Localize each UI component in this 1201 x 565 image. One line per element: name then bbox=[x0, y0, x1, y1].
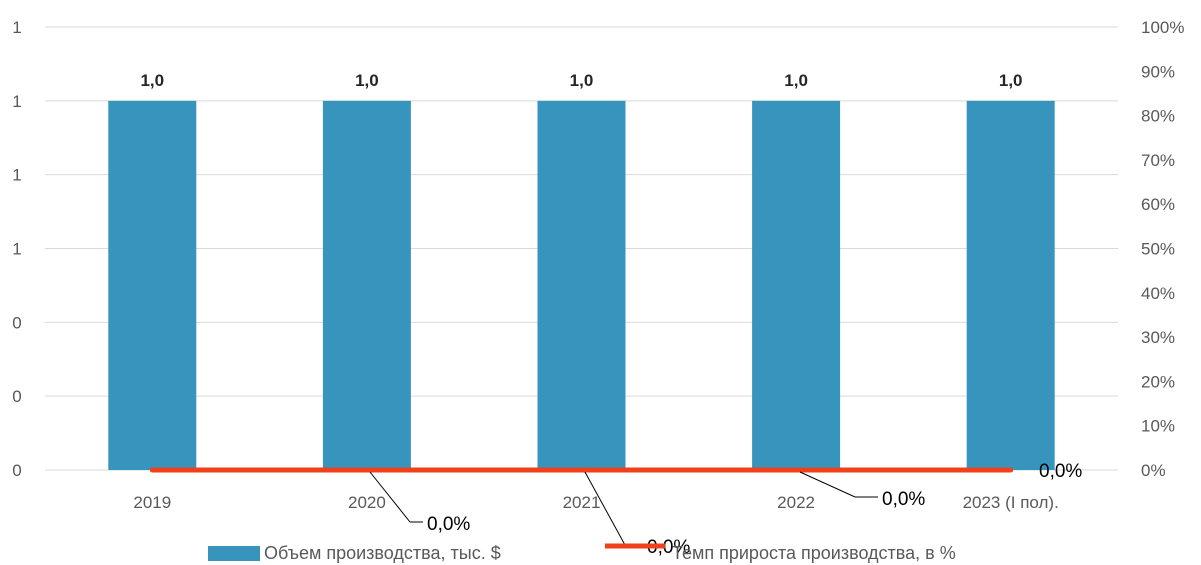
category-label: 2023 (I пол). bbox=[963, 493, 1059, 512]
left-tick-label: 0 bbox=[12, 313, 21, 332]
line-data-label: 0,0% bbox=[647, 537, 690, 558]
left-tick-label: 1 bbox=[12, 92, 21, 111]
category-label: 2021 bbox=[563, 493, 601, 512]
bar-data-label: 1,0 bbox=[570, 71, 594, 90]
right-tick-label: 50% bbox=[1141, 240, 1175, 259]
bar-data-label: 1,0 bbox=[999, 71, 1023, 90]
bar bbox=[322, 100, 411, 470]
leader-line bbox=[369, 471, 423, 523]
legend: Объем производства, тыс. $ Темп прироста… bbox=[208, 543, 956, 563]
legend-bar-swatch bbox=[208, 546, 260, 561]
category-label: 2022 bbox=[777, 493, 815, 512]
left-tick-label: 1 bbox=[12, 166, 21, 185]
category-label: 2019 bbox=[133, 493, 171, 512]
right-tick-label: 100% bbox=[1141, 18, 1184, 37]
left-tick-label: 0 bbox=[12, 461, 21, 480]
legend-bar-label: Объем производства, тыс. $ bbox=[264, 543, 501, 563]
category-axis-labels: 2019 2020 2021 2022 2023 (I пол). bbox=[133, 493, 1058, 512]
right-tick-label: 80% bbox=[1141, 107, 1175, 126]
left-axis-ticks: 0 0 0 1 1 1 1 bbox=[12, 18, 21, 480]
right-axis-ticks: 0% 10% 20% 30% 40% 50% 60% 70% 80% 90% 100% bbox=[1141, 18, 1184, 480]
bar-data-labels: 1,0 1,0 1,0 1,0 1,0 bbox=[140, 71, 1022, 90]
bar-series bbox=[108, 100, 1055, 470]
right-tick-label: 0% bbox=[1141, 461, 1166, 480]
right-tick-label: 40% bbox=[1141, 284, 1175, 303]
left-tick-label: 1 bbox=[12, 18, 21, 37]
bar bbox=[752, 100, 841, 470]
right-tick-label: 10% bbox=[1141, 417, 1175, 436]
bar bbox=[108, 100, 197, 470]
bar-data-label: 1,0 bbox=[355, 71, 379, 90]
line-data-label: 0,0% bbox=[882, 489, 925, 510]
right-tick-label: 30% bbox=[1141, 328, 1175, 347]
bar bbox=[537, 100, 626, 470]
leader-line bbox=[799, 471, 878, 498]
bar-data-label: 1,0 bbox=[784, 71, 808, 90]
category-label: 2020 bbox=[348, 493, 386, 512]
line-data-label: 0,0% bbox=[1039, 461, 1082, 482]
left-tick-label: 1 bbox=[12, 240, 21, 259]
line-data-label: 0,0% bbox=[427, 514, 470, 535]
right-tick-label: 20% bbox=[1141, 372, 1175, 391]
legend-line-label: Темп прироста производства, в % bbox=[672, 543, 956, 563]
right-tick-label: 70% bbox=[1141, 151, 1175, 170]
right-tick-label: 60% bbox=[1141, 195, 1175, 214]
bar-data-label: 1,0 bbox=[140, 71, 164, 90]
right-tick-label: 90% bbox=[1141, 62, 1175, 81]
bar bbox=[966, 100, 1055, 470]
left-tick-label: 0 bbox=[12, 387, 21, 406]
